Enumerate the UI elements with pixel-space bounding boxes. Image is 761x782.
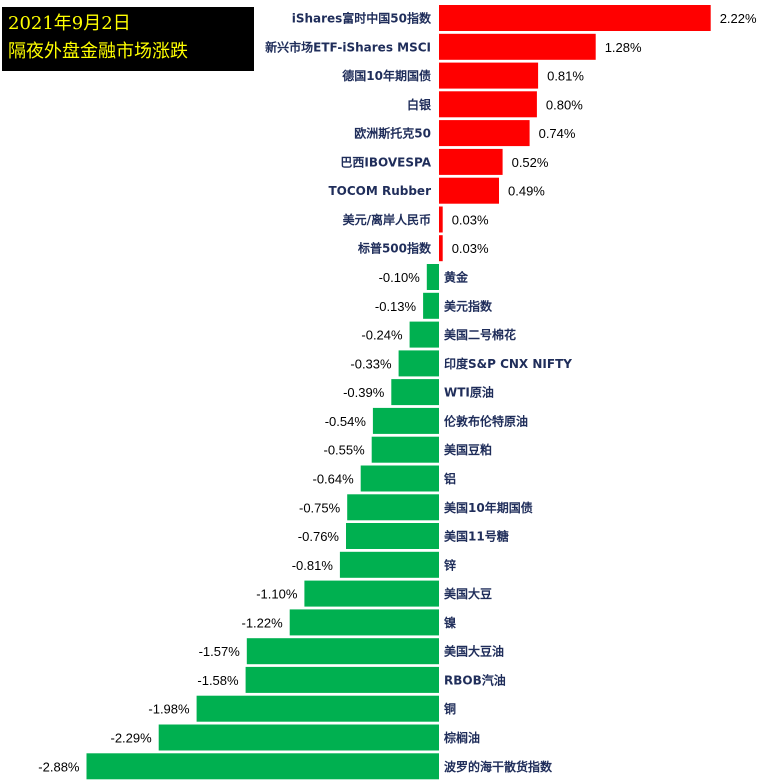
- value-label: 0.74%: [539, 126, 576, 141]
- value-label: -0.33%: [350, 356, 392, 371]
- category-label: 美国10年期国债: [444, 500, 533, 515]
- category-label: 波罗的海干散货指数: [444, 759, 553, 774]
- value-label: 0.80%: [546, 97, 583, 112]
- category-label: TOCOM Rubber: [328, 184, 431, 198]
- category-label: 德国10年期国债: [342, 68, 431, 83]
- value-label: -1.22%: [241, 615, 283, 630]
- value-label: 1.28%: [605, 40, 642, 55]
- bar-15: [371, 436, 439, 463]
- value-label: 0.52%: [512, 155, 549, 170]
- category-label: 美元指数: [444, 298, 493, 313]
- bar-26: [86, 753, 439, 780]
- category-label: 伦敦布伦特原油: [444, 413, 528, 428]
- bar-23: [245, 666, 439, 693]
- bar-12: [398, 350, 439, 377]
- category-label: 美国豆粕: [444, 442, 492, 457]
- category-label: 美元/离岸人民币: [343, 212, 431, 227]
- bar-22: [246, 638, 439, 665]
- chart-title-box: 2021年9月2日 隔夜外盘金融市场涨跌: [2, 7, 254, 71]
- category-label: 美国二号棉花: [444, 327, 516, 342]
- category-label: 美国大豆油: [444, 644, 504, 659]
- bar-9: [426, 264, 439, 290]
- bar-21: [289, 609, 439, 636]
- value-label: -2.88%: [38, 759, 80, 774]
- value-label: 0.49%: [508, 184, 545, 199]
- bar-18: [346, 523, 439, 549]
- category-label: 锌: [444, 557, 456, 572]
- category-label: 新兴市场ETF-iShares MSCI: [265, 39, 431, 54]
- category-label: 美国大豆: [444, 586, 492, 601]
- value-label: -1.10%: [256, 587, 298, 602]
- category-label: 巴西IBOVESPA: [340, 155, 431, 169]
- bar-8: [439, 235, 443, 262]
- bar-0: [439, 5, 711, 31]
- value-label: -0.39%: [343, 385, 385, 400]
- value-label: -0.10%: [379, 270, 421, 285]
- bar-19: [339, 551, 439, 578]
- bar-3: [439, 91, 537, 118]
- category-label: WTI原油: [444, 385, 494, 400]
- value-label: -0.54%: [325, 414, 367, 429]
- value-label: -0.24%: [361, 328, 403, 343]
- bar-1: [439, 33, 596, 60]
- chart-title: 隔夜外盘金融市场涨跌: [8, 41, 188, 62]
- bar-20: [304, 580, 439, 607]
- value-label: -1.58%: [197, 673, 239, 688]
- category-label: 印度S&P CNX NIFTY: [444, 356, 572, 371]
- category-label: 欧洲斯托克50: [354, 126, 431, 141]
- value-label: -0.13%: [375, 299, 417, 314]
- value-label: -1.57%: [199, 644, 241, 659]
- bar-17: [347, 494, 439, 521]
- category-label: iShares富时中国50指数: [292, 11, 432, 26]
- value-label: 2.22%: [720, 11, 757, 26]
- value-label: 0.03%: [452, 213, 489, 228]
- category-label: 美国11号糖: [444, 529, 509, 544]
- value-label: -1.98%: [148, 702, 190, 717]
- chart-date: 2021年9月2日: [8, 13, 131, 34]
- bar-13: [391, 379, 439, 406]
- value-label: -0.81%: [292, 558, 334, 573]
- bar-7: [439, 206, 443, 233]
- bar-25: [158, 724, 439, 751]
- bar-10: [423, 292, 439, 319]
- category-label: 铝: [444, 471, 456, 486]
- bar-2: [439, 62, 539, 89]
- category-label: 白银: [407, 97, 432, 112]
- value-label: -2.29%: [110, 731, 152, 746]
- value-label: -0.75%: [299, 500, 341, 515]
- category-label: 铜: [444, 701, 456, 716]
- category-label: 棕榈油: [443, 730, 480, 745]
- value-label: -0.64%: [312, 472, 354, 487]
- category-label: 镍: [444, 615, 456, 630]
- value-label: 0.81%: [547, 69, 584, 84]
- value-label: -0.76%: [298, 529, 340, 544]
- bar-11: [409, 321, 439, 348]
- bar-6: [439, 177, 499, 204]
- category-label: 标普500指数: [357, 241, 432, 256]
- bar-5: [439, 148, 503, 175]
- bar-14: [372, 407, 439, 434]
- value-label: -0.55%: [323, 443, 365, 458]
- bar-24: [196, 695, 439, 722]
- category-label: 黄金: [444, 270, 469, 285]
- bar-4: [439, 120, 530, 147]
- bar-16: [360, 465, 439, 492]
- category-label: RBOB汽油: [444, 672, 506, 687]
- value-label: 0.03%: [452, 241, 489, 256]
